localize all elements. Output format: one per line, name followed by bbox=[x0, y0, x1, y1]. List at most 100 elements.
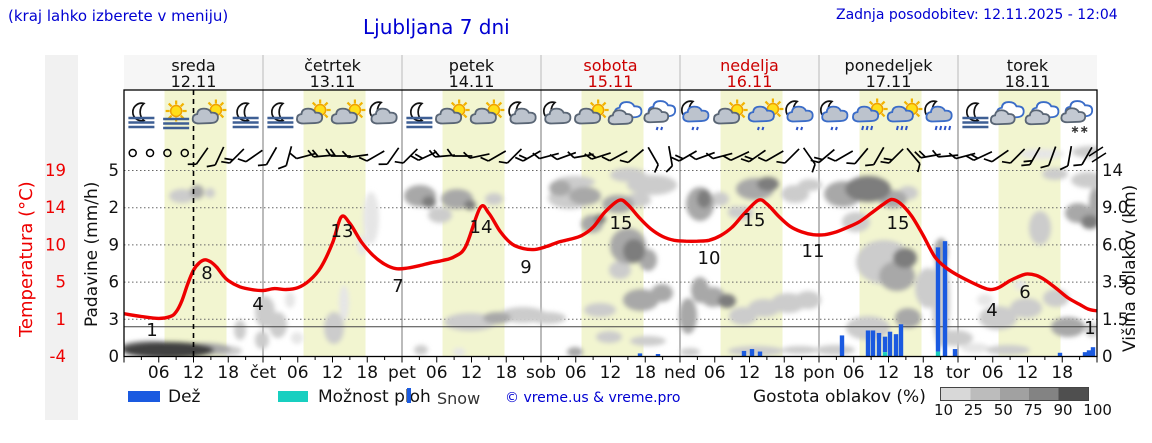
cloud-blob bbox=[798, 179, 822, 191]
icon-clouds bbox=[607, 101, 643, 126]
wind-barb-icon bbox=[865, 146, 885, 167]
moon-shape bbox=[409, 102, 424, 122]
wind-calm-icon bbox=[145, 148, 155, 158]
temperature-tick-label: 10 bbox=[45, 235, 66, 254]
sun-ray bbox=[868, 100, 874, 106]
wind-barb-icon bbox=[1021, 146, 1041, 167]
cloud-blob bbox=[845, 176, 891, 202]
density-tick: 50 bbox=[993, 401, 1013, 419]
sun-shape bbox=[866, 98, 888, 120]
snow-marks: ∗∗ bbox=[1070, 123, 1088, 136]
cloud-blob bbox=[1014, 280, 1026, 290]
sun-ray bbox=[346, 101, 352, 107]
day-name: nedelja bbox=[720, 56, 779, 75]
cloud-blob bbox=[234, 320, 246, 340]
precip-bar bbox=[655, 354, 661, 357]
cloud-shape bbox=[643, 107, 670, 124]
moon-shape bbox=[236, 102, 250, 122]
rain-drop bbox=[895, 125, 899, 131]
cloud-blob bbox=[363, 192, 379, 244]
cloud-blob bbox=[549, 180, 571, 196]
x-hour-label: 12 bbox=[739, 363, 761, 383]
temperature-curve bbox=[124, 197, 1097, 321]
cloud-shape bbox=[747, 105, 775, 123]
wind-calm-icon bbox=[128, 148, 137, 158]
cloud-blob bbox=[124, 342, 214, 357]
moon-shape bbox=[131, 102, 146, 122]
cloud-blob bbox=[422, 196, 436, 208]
page-title: Ljubljana 7 dni bbox=[363, 15, 510, 39]
precipitation-tick-label: 2 bbox=[109, 198, 120, 217]
wind-barb-icon bbox=[931, 149, 959, 158]
cloud-shape bbox=[296, 107, 324, 125]
wind-barb-icon bbox=[237, 149, 263, 163]
rain-drop bbox=[761, 126, 765, 131]
sun-ray bbox=[462, 101, 468, 107]
cloud-blob bbox=[1071, 172, 1097, 188]
icon-moon-cloud bbox=[508, 101, 537, 125]
icon-moon-cloud-drizzle bbox=[819, 100, 849, 131]
temperature-tick-label: 19 bbox=[45, 161, 66, 180]
wind-barb-icon bbox=[880, 148, 904, 164]
cloud-blob bbox=[630, 336, 666, 346]
sun-ray bbox=[219, 101, 225, 107]
location-menu-hint: (kraj lahko izberete v meniju) bbox=[8, 7, 229, 25]
x-day-label: pon bbox=[803, 363, 835, 383]
cloud-shape bbox=[330, 107, 358, 125]
icon-sun-cloud bbox=[574, 99, 609, 125]
temp-point-label: 10 bbox=[698, 248, 721, 269]
precip-bar bbox=[865, 330, 871, 357]
wind-barb-icon bbox=[776, 148, 800, 164]
precip-bar bbox=[637, 353, 643, 357]
temperature-tick-label: -4 bbox=[50, 347, 66, 366]
cloud-blob bbox=[979, 306, 1017, 330]
wind-barb-icon bbox=[462, 151, 490, 159]
precipitation-bars bbox=[637, 241, 1096, 357]
temp-point-label: 1 bbox=[1084, 318, 1095, 339]
icon-sun-cloud bbox=[469, 99, 505, 125]
cloud-blob bbox=[961, 343, 989, 353]
temperature-tick-label: 14 bbox=[45, 198, 66, 217]
temp-point-label: 13 bbox=[331, 221, 354, 242]
wind-barb-icon bbox=[532, 152, 559, 160]
x-hour-label: 18 bbox=[634, 363, 656, 383]
rain-drop bbox=[939, 125, 943, 131]
cloud-blob bbox=[1042, 168, 1068, 180]
icon-moon-cloud-drizzle bbox=[785, 100, 814, 131]
x-hour-label: 06 bbox=[426, 363, 448, 383]
cloud-blob bbox=[679, 298, 697, 334]
density-tick: 75 bbox=[1023, 401, 1043, 419]
icon-moon-cloud bbox=[369, 101, 398, 125]
sun-ray bbox=[915, 112, 921, 118]
cloud-blob bbox=[651, 284, 673, 302]
cloud-blob bbox=[757, 177, 779, 191]
temperature-tick-label: 5 bbox=[56, 273, 67, 292]
sun-ray bbox=[207, 101, 213, 107]
x-day-label: čet bbox=[250, 363, 277, 383]
cloud-shape bbox=[469, 107, 497, 125]
icon-cloud-drizzle bbox=[643, 100, 677, 131]
cloud-blob bbox=[680, 348, 700, 356]
rain-drop bbox=[830, 126, 834, 131]
wind-barb-icon bbox=[647, 146, 659, 173]
cloud-shape bbox=[435, 107, 463, 125]
temp-point-label: 9 bbox=[520, 257, 531, 278]
day-name: torek bbox=[1007, 56, 1049, 75]
wind-barb-icon bbox=[665, 146, 674, 173]
sun-ray bbox=[358, 113, 364, 119]
wind-barb-icon bbox=[257, 146, 278, 167]
cloud-blob bbox=[285, 292, 295, 308]
cloud-blob bbox=[986, 345, 1030, 355]
icon-moon-fog bbox=[232, 102, 259, 129]
precip-bar bbox=[1090, 347, 1096, 357]
rain-drop bbox=[695, 126, 699, 131]
day-date: 15.11 bbox=[588, 72, 634, 91]
icon-sun-fog bbox=[163, 100, 190, 130]
sun-ray bbox=[219, 113, 225, 119]
cloud-height-tick-label: 1.5 bbox=[1102, 310, 1128, 329]
copyright-link[interactable]: © vreme.us & vreme.pro bbox=[505, 390, 681, 406]
icon-moon-fog bbox=[267, 102, 294, 129]
cloud-blob bbox=[464, 200, 476, 210]
day-name: sreda bbox=[171, 56, 215, 75]
